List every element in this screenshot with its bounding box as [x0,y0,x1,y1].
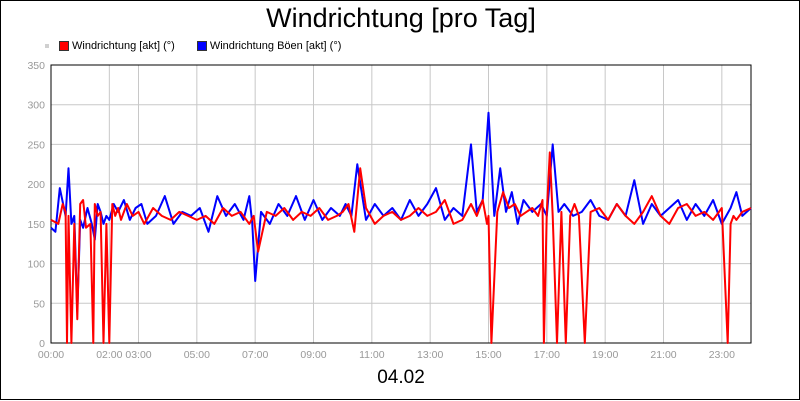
legend-swatch-series-1 [59,41,69,51]
y-tick-label: 200 [27,179,45,191]
x-tick-label: 05:00 [184,349,210,361]
legend-label-series-2: Windrichtung Böen [akt] (°) [209,40,342,52]
x-tick-label: 03:00 [125,349,151,361]
legend-swatch-series-2 [196,41,207,51]
x-axis-label: 04.02 [377,367,425,388]
x-tick-label: 00:00 [38,349,64,361]
x-tick-label: 21:00 [650,349,676,361]
y-tick-label: 100 [27,259,45,271]
x-tick-label: 09:00 [300,349,326,361]
y-tick-label: 0 [39,338,45,350]
x-tick-label: 02:00 [96,349,122,361]
y-tick-label: 350 [27,60,45,72]
legend-item-series-1: Windrichtung [akt] (°) [59,40,175,52]
chart-title: Windrichtung [pro Tag] [266,3,536,33]
plot-area-border [50,64,752,344]
x-tick-label: 19:00 [592,349,618,361]
legend-item-series-2: Windrichtung Böen [akt] (°) [196,40,342,52]
legend-label-series-1: Windrichtung [akt] (°) [72,40,175,52]
x-tick-label: 15:00 [475,349,501,361]
y-tick-label: 250 [27,139,45,151]
y-tick-label: 150 [27,219,45,231]
x-tick-label: 07:00 [242,349,268,361]
x-tick-label: 17:00 [534,349,560,361]
y-tick-label: 300 [27,100,45,112]
x-tick-label: 23:00 [709,349,735,361]
y-tick-label: 50 [33,298,45,310]
legend: Windrichtung [akt] (°) Windrichtung Böen… [45,39,363,53]
legend-marker-icon [45,44,49,48]
x-tick-label: 11:00 [359,349,385,361]
x-tick-label: 13:00 [417,349,443,361]
series-line-1 [50,151,752,344]
